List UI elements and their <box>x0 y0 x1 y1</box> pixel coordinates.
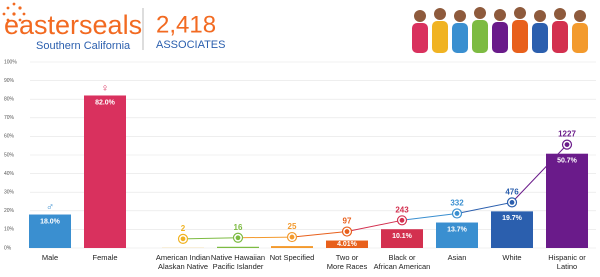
trend-line <box>511 144 568 203</box>
trend-line <box>291 231 348 238</box>
x-tick-label: Not Specified <box>270 253 315 262</box>
x-tick-line: Male <box>42 253 58 262</box>
value-label: 1.03% <box>282 241 303 248</box>
value-label: 4.01% <box>337 241 358 248</box>
x-tick-line: American Indian <box>156 253 210 262</box>
trend-line <box>237 236 293 239</box>
trend-line <box>401 212 458 221</box>
total: 2,418 <box>156 11 216 38</box>
x-tick-label: Native Hawaiian Pacific Islander <box>211 253 265 271</box>
count-marker <box>180 236 186 242</box>
count-label: 2 <box>181 224 186 233</box>
total-label: ASSOCIATES <box>156 39 225 51</box>
value-label: 18.0% <box>40 218 61 225</box>
count-marker <box>344 229 350 234</box>
people-illustration <box>412 7 588 53</box>
x-tick-label: Black or African American <box>374 253 431 271</box>
bar <box>546 153 588 248</box>
count-label: 97 <box>343 217 352 226</box>
x-tick-line: White <box>502 253 521 262</box>
bar <box>271 246 313 248</box>
brand: easterseals <box>4 10 142 40</box>
x-tick-line: Hispanic or <box>548 253 586 262</box>
x-tick-line: Latino <box>557 262 577 271</box>
x-tick-label: Asian <box>448 253 467 262</box>
x-tick-line: Alaskan Native <box>158 262 208 271</box>
count-label: 25 <box>288 222 297 231</box>
y-tick-label: 0% <box>4 245 12 251</box>
y-tick-label: 100% <box>4 59 17 65</box>
bar <box>381 229 423 248</box>
x-tick-line: Asian <box>448 253 467 262</box>
value-label: 10.1% <box>392 233 413 240</box>
count-label: 243 <box>395 205 409 214</box>
y-tick-label: 40% <box>4 171 15 177</box>
x-tick-line: Native Hawaiian <box>211 253 265 262</box>
value-label: 0.66% <box>228 241 249 248</box>
x-tick-line: Two or <box>336 253 359 262</box>
count-marker <box>289 234 295 240</box>
count-label: 476 <box>505 187 519 196</box>
bar <box>436 222 478 248</box>
y-tick-label: 70% <box>4 115 15 121</box>
bar <box>326 240 368 248</box>
count-marker <box>454 211 460 216</box>
value-label: 19.7% <box>502 215 523 222</box>
count-marker <box>509 199 515 205</box>
y-tick-label: 50% <box>4 152 15 158</box>
y-tick-label: 20% <box>4 208 15 214</box>
count-marker <box>399 217 405 223</box>
value-label: 0.08% <box>173 241 194 248</box>
y-tick-label: 10% <box>4 227 15 233</box>
bar <box>491 211 533 248</box>
x-tick-label: Two or More Races <box>327 253 368 271</box>
x-tick-line: Black or <box>388 253 416 262</box>
x-tick-line: Female <box>92 253 117 262</box>
y-tick-label: 90% <box>4 78 15 84</box>
count-marker <box>235 235 241 241</box>
y-tick-label: 60% <box>4 134 15 140</box>
x-tick-line: African American <box>374 262 431 271</box>
x-tick-label: Female <box>92 253 117 262</box>
x-tick-line: Pacific Islander <box>213 262 264 271</box>
x-tick-line: More Races <box>327 262 368 271</box>
trend-line <box>346 219 403 233</box>
value-label: 50.7% <box>557 158 578 165</box>
gender-symbol: ♂ <box>46 201 54 213</box>
x-tick-line: Not Specified <box>270 253 315 262</box>
gender-symbol: ♀ <box>101 82 109 94</box>
logo-burst <box>2 2 26 22</box>
count-label: 1227 <box>558 130 576 139</box>
count-label: 332 <box>450 199 464 208</box>
x-tick-label: Hispanic or Latino <box>548 253 586 271</box>
bar <box>84 95 126 248</box>
x-tick-label: White <box>502 253 521 262</box>
bar <box>29 214 71 248</box>
trend-line <box>182 237 239 240</box>
y-tick-label: 30% <box>4 190 15 196</box>
bar <box>217 246 259 248</box>
y-tick-label: 80% <box>4 97 15 103</box>
value-label: 82.0% <box>95 99 116 106</box>
x-tick-label: Male <box>42 253 58 262</box>
x-tick-label: American Indian Alaskan Native <box>156 253 210 271</box>
count-label: 16 <box>234 223 243 232</box>
trend-line <box>456 201 513 214</box>
count-marker <box>564 142 570 148</box>
region: Southern California <box>36 40 131 52</box>
value-label: 13.7% <box>447 226 468 233</box>
